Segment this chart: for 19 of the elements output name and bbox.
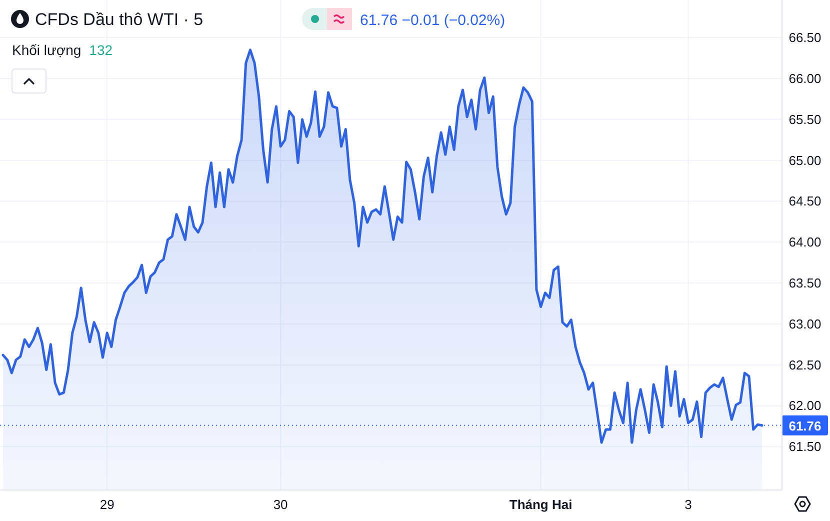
y-tick-label: 62.00 [788, 398, 822, 414]
y-tick-label: 62.50 [788, 357, 822, 372]
y-tick-label: 61.50 [788, 439, 822, 454]
y-tick-label: 63.00 [788, 316, 822, 332]
x-tick-label: 29 [100, 497, 114, 512]
text: 61.76 −0.01 (−0.02%) [360, 12, 506, 29]
y-tick-label: 66.00 [788, 71, 822, 86]
x-tick-label: 30 [273, 497, 288, 512]
y-tick-label: 64.50 [788, 194, 822, 209]
y-tick-label: 65.00 [788, 152, 822, 168]
y-tick-label: 65.50 [788, 112, 822, 127]
annotation: Khối lượng 132 [12, 42, 113, 58]
y-tick-label: 64.00 [788, 234, 822, 250]
y-tick-label: 66.50 [788, 30, 822, 46]
ref-line-label: 61.76 [788, 418, 822, 434]
x-tick-label: 3 [684, 497, 692, 512]
x-tick-label: Tháng Hai [509, 497, 572, 512]
y-tick-label: 63.50 [788, 276, 822, 291]
text: CFDs Dầu thô WTI · 5 [35, 10, 204, 29]
